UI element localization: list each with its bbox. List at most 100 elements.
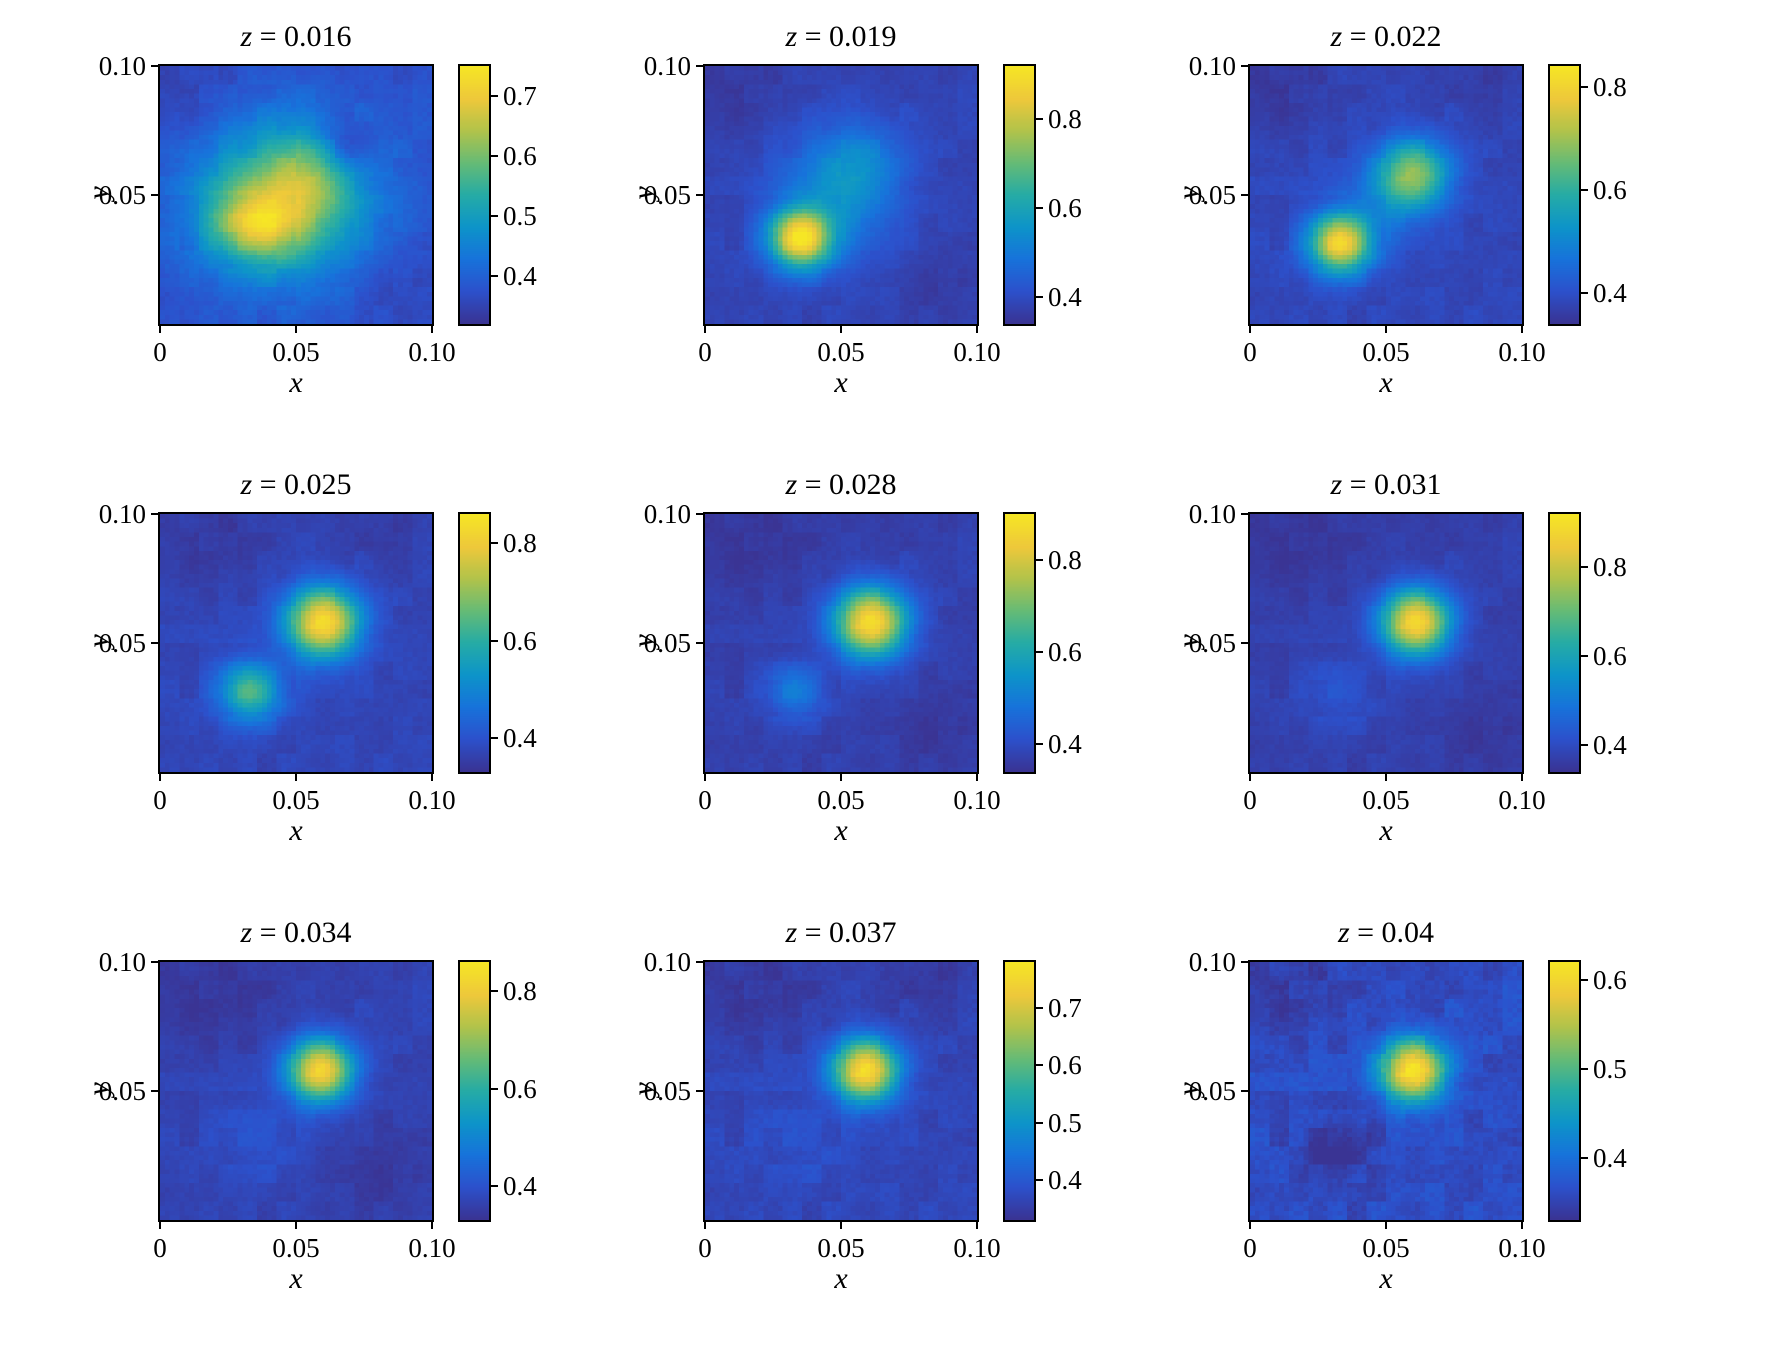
colorbar-tick-label: 0.6 — [1048, 193, 1082, 224]
colorbar-tick-label: 0.4 — [1593, 1142, 1627, 1173]
subplot-9: z = 0.04 y x 0 0.05 0.10 0.05 0.10 0.4 0.5 0.6 — [1130, 912, 1675, 1360]
x-tick-label: 0.10 — [408, 1233, 456, 1263]
colorbar-tick-label: 0.6 — [503, 1073, 537, 1104]
colorbar-canvas — [458, 64, 491, 326]
heatmap-canvas — [1248, 64, 1524, 326]
title-value: = 0.028 — [797, 468, 897, 501]
colorbar-tick-mark — [1036, 1064, 1043, 1067]
x-tick-mark — [840, 1222, 842, 1229]
x-tick-label: 0.10 — [953, 1233, 1001, 1263]
y-tick-mark — [696, 513, 703, 515]
subplot-2: z = 0.019 y x 0 0.05 0.10 0.05 0.10 0.4 0.6 0.8 — [585, 16, 1130, 464]
x-tick-label: 0.10 — [1498, 785, 1546, 815]
y-tick-label: 0.10 — [643, 51, 691, 81]
colorbar-tick-mark — [491, 736, 498, 739]
y-tick-label: 0.10 — [643, 499, 691, 529]
x-tick-label: 0 — [153, 1233, 167, 1263]
subplot-title: z = 0.019 — [703, 20, 979, 54]
colorbar-tick-mark — [1036, 743, 1043, 746]
title-variable: z — [785, 468, 798, 501]
colorbar-tick-label: 0.6 — [1048, 1050, 1082, 1081]
subplot-1: z = 0.016 y x 0 0.05 0.10 0.05 0.10 0.4 0.5 0.6… — [40, 16, 585, 464]
x-axis-label: x — [834, 366, 848, 399]
colorbar-tick-mark — [1581, 566, 1588, 569]
y-tick-mark — [151, 961, 158, 963]
colorbar-tick-label: 0.8 — [1593, 552, 1627, 583]
colorbar-tick-label: 0.4 — [1048, 1164, 1082, 1195]
colorbar-tick-mark — [491, 215, 498, 217]
title-variable: z — [785, 916, 798, 949]
y-tick-label: 0.05 — [643, 1076, 691, 1106]
y-tick-label: 0.05 — [1188, 1076, 1236, 1106]
colorbar-tick-label: 0.6 — [1048, 637, 1082, 668]
x-tick-mark — [1385, 774, 1387, 781]
x-tick-label: 0 — [698, 785, 712, 815]
colorbar-canvas — [1003, 512, 1036, 774]
y-tick-mark — [151, 65, 158, 67]
title-value: = 0.031 — [1342, 468, 1442, 501]
x-tick-label: 0.10 — [408, 337, 456, 367]
colorbar-tick-mark — [1581, 85, 1588, 88]
x-tick-label: 0.05 — [1362, 785, 1410, 815]
x-tick-mark — [704, 326, 706, 333]
heatmap-canvas — [1248, 512, 1524, 774]
colorbar-tick-label: 0.4 — [503, 261, 537, 291]
x-tick-mark — [1249, 774, 1251, 781]
y-tick-label: 0.05 — [98, 628, 146, 658]
heatmap-canvas — [158, 960, 434, 1222]
colorbar-tick-mark — [1036, 118, 1043, 121]
colorbar-tick-mark — [491, 990, 498, 993]
colorbar-tick-label: 0.6 — [1593, 174, 1627, 205]
heatmap-canvas — [703, 64, 979, 326]
y-tick-mark — [1241, 961, 1248, 963]
title-value: = 0.019 — [797, 20, 897, 53]
x-tick-mark — [976, 774, 978, 781]
y-tick-mark — [1241, 65, 1248, 67]
colorbar-canvas — [1548, 64, 1581, 326]
y-tick-mark — [696, 961, 703, 963]
y-tick-mark — [696, 65, 703, 67]
x-tick-mark — [295, 774, 297, 781]
colorbar-tick-mark — [1036, 207, 1043, 210]
colorbar-tick-mark — [1581, 978, 1588, 981]
y-tick-mark — [151, 194, 158, 196]
y-tick-label: 0.05 — [1188, 628, 1236, 658]
y-tick-label: 0.10 — [1188, 947, 1236, 977]
subplot-title: z = 0.016 — [158, 20, 434, 54]
x-tick-label: 0 — [1243, 337, 1257, 367]
x-tick-label: 0 — [153, 785, 167, 815]
x-tick-label: 0.10 — [953, 785, 1001, 815]
x-tick-label: 0.05 — [272, 785, 320, 815]
y-tick-label: 0.10 — [98, 499, 146, 529]
x-tick-label: 0.05 — [1362, 337, 1410, 367]
colorbar-tick-label: 0.8 — [503, 528, 537, 559]
x-tick-mark — [431, 774, 433, 781]
colorbar-tick-mark — [491, 1087, 498, 1090]
colorbar-canvas — [1003, 64, 1036, 326]
x-tick-mark — [1521, 774, 1523, 781]
x-tick-mark — [295, 326, 297, 333]
x-tick-label: 0.10 — [1498, 337, 1546, 367]
x-tick-mark — [1249, 326, 1251, 333]
x-axis-label: x — [289, 814, 303, 847]
colorbar-tick-label: 0.6 — [1593, 964, 1627, 995]
colorbar-tick-mark — [491, 542, 498, 545]
colorbar-tick-mark — [1581, 1067, 1588, 1070]
title-variable: z — [240, 468, 253, 501]
x-tick-label: 0.10 — [1498, 1233, 1546, 1263]
colorbar-tick-label: 0.4 — [503, 1170, 537, 1201]
title-variable: z — [240, 20, 253, 53]
colorbar-tick-mark — [1581, 744, 1588, 747]
x-tick-mark — [1521, 326, 1523, 333]
heatmap-canvas — [158, 64, 434, 326]
colorbar-canvas — [1548, 960, 1581, 1222]
x-tick-label: 0.05 — [1362, 1233, 1410, 1263]
x-tick-mark — [431, 1222, 433, 1229]
x-tick-label: 0.05 — [272, 1233, 320, 1263]
colorbar-tick-mark — [1581, 292, 1588, 295]
colorbar-tick-mark — [491, 275, 498, 277]
subplot-5: z = 0.028 y x 0 0.05 0.10 0.05 0.10 0.4 0.6 0.8 — [585, 464, 1130, 912]
x-tick-label: 0 — [698, 1233, 712, 1263]
x-tick-label: 0.05 — [817, 337, 865, 367]
colorbar-tick-label: 0.4 — [1593, 730, 1627, 761]
